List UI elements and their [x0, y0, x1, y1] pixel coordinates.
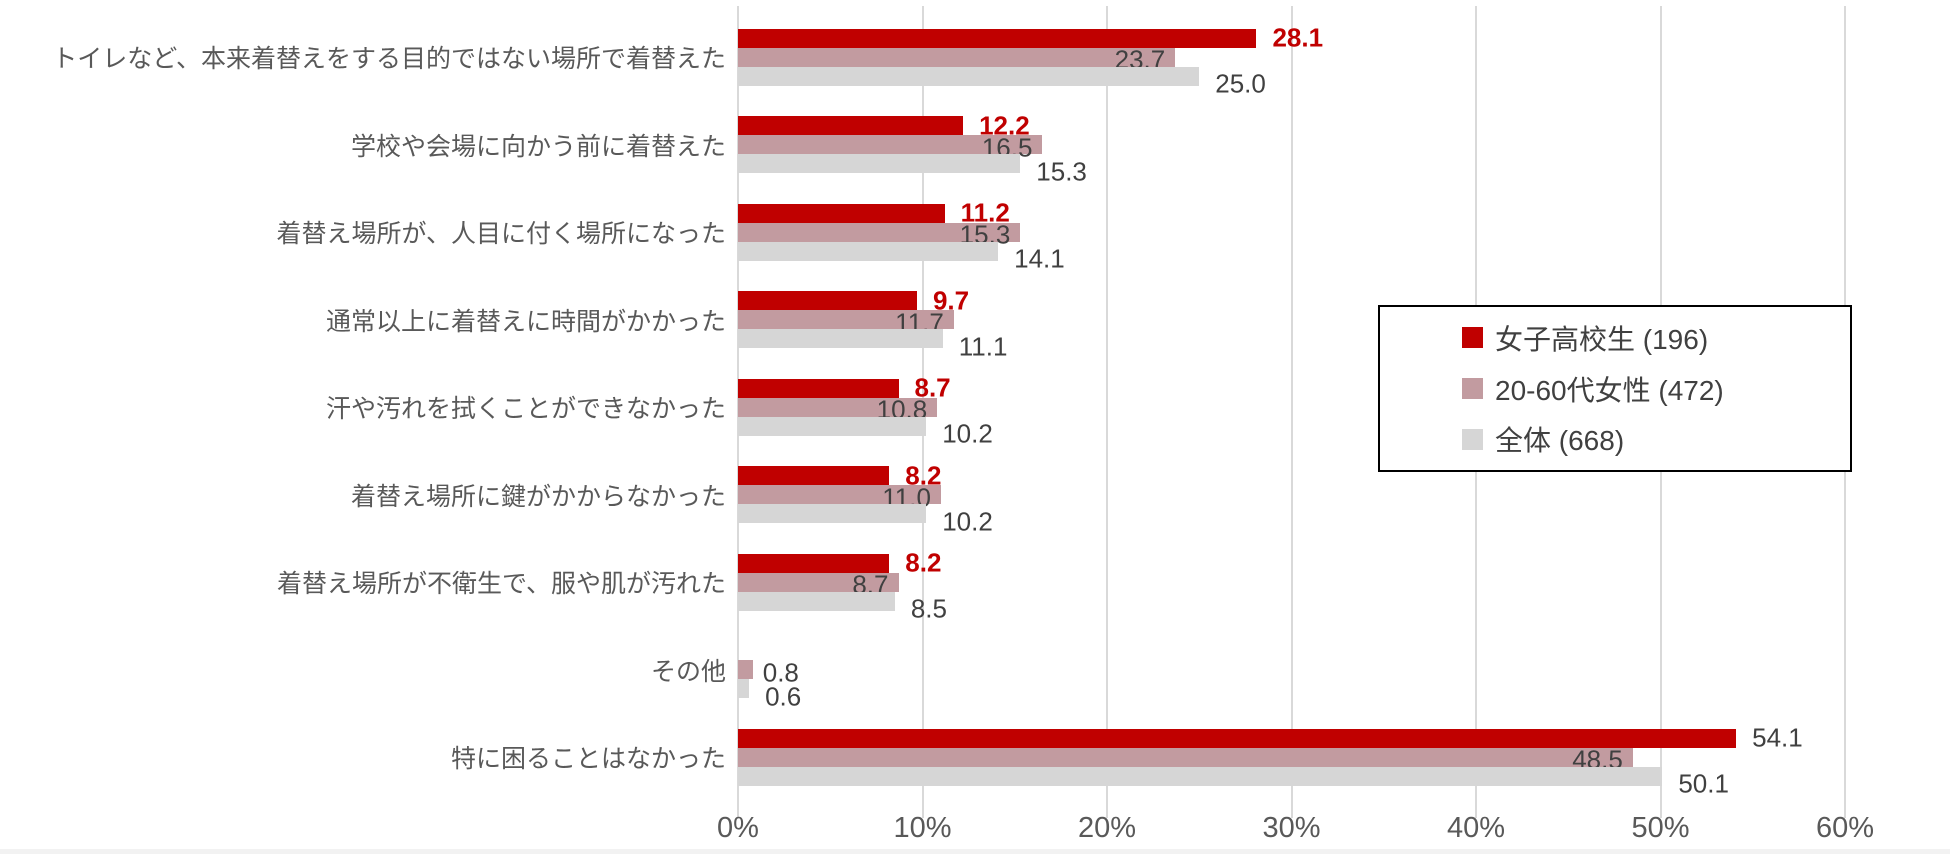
bar-series-1 [738, 572, 899, 592]
value-label: 54.1 [1752, 722, 1803, 753]
legend-label: 女子高校生 (196) [1495, 323, 1709, 355]
value-label: 50.1 [1678, 768, 1729, 799]
bar-series-2 [738, 329, 943, 348]
x-tick-label: 20% [1077, 812, 1137, 844]
bar-series-1 [738, 747, 1633, 767]
legend-swatch-icon [1462, 327, 1483, 349]
bar-series-1 [738, 135, 1043, 154]
gridline [1290, 6, 1293, 818]
bar-series-0 [738, 728, 1737, 748]
legend-label: 20-60代女性 (472) [1495, 374, 1724, 406]
bar-series-0 [738, 553, 890, 573]
legend-item-2: 全体 (668) [1462, 419, 1850, 459]
x-tick-label: 10% [893, 812, 952, 844]
bar-series-1 [738, 485, 941, 504]
bar-series-0 [738, 28, 1257, 48]
legend: 女子高校生 (196) 20-60代女性 (472) 全体 (668) [1378, 305, 1852, 472]
legend-item-1: 20-60代女性 (472) [1462, 369, 1850, 409]
bar-series-0 [738, 203, 945, 223]
bar-series-1 [738, 47, 1176, 67]
legend-item-0: 女子高校生 (196) [1462, 318, 1850, 358]
gridline [1106, 6, 1108, 818]
value-label: 8.2 [905, 547, 942, 578]
category-label: 学校や会場に向かう前に着替えた [350, 132, 726, 161]
category-label: 通常以上に着替えに時間がかかった [325, 307, 726, 336]
value-label: 25.0 [1215, 68, 1266, 99]
category-label: その他 [650, 657, 726, 686]
value-label: 0.6 [765, 681, 802, 711]
bar-series-2 [738, 66, 1200, 86]
x-tick-label: 60% [1815, 812, 1875, 844]
x-tick-label: 40% [1446, 812, 1506, 844]
value-label: 10.2 [942, 418, 993, 449]
x-tick-label: 50% [1631, 812, 1690, 844]
bar-series-2 [738, 766, 1663, 786]
bar-series-1 [738, 310, 954, 329]
value-label: 10.2 [942, 506, 993, 536]
legend-swatch-icon [1462, 428, 1483, 450]
legend-swatch-icon [1462, 378, 1483, 399]
bar-series-1 [738, 660, 753, 679]
bar-series-2 [738, 241, 999, 261]
category-label: トイレなど、本来着替えをする目的ではない場所で着替えた [52, 45, 726, 73]
category-label: 着替え場所が、人目に付く場所になった [276, 220, 726, 248]
category-label: 着替え場所に鍵がかからなかった [350, 482, 726, 511]
category-label: 特に困ることはなかった [450, 745, 726, 773]
value-label: 14.1 [1014, 243, 1065, 274]
value-label: 11.1 [958, 331, 1008, 361]
value-label: 8.5 [910, 593, 947, 624]
bar-series-0 [738, 291, 917, 310]
legend-label: 全体 (668) [1495, 425, 1625, 457]
x-tick-label: 30% [1262, 812, 1321, 844]
x-tick-label: 0% [717, 812, 759, 844]
value-label: 28.1 [1272, 22, 1324, 53]
bar-series-2 [738, 154, 1021, 173]
category-label: 汗や汚れを拭くことができなかった [325, 395, 726, 423]
value-label: 0.8 [762, 657, 799, 687]
bar-series-2 [738, 591, 895, 611]
bar-series-1 [738, 222, 1021, 242]
bar-series-0 [738, 378, 899, 398]
bar-series-0 [738, 466, 890, 485]
bar-series-2 [738, 679, 750, 698]
bar-series-2 [738, 416, 927, 436]
bar-series-2 [738, 504, 927, 523]
bottom-edge-strip [0, 849, 1950, 854]
category-label: 着替え場所が不衛生で、服や肌が汚れた [276, 570, 726, 598]
value-label: 15.3 [1036, 156, 1087, 186]
bar-series-1 [738, 397, 938, 417]
bar-series-0 [738, 116, 964, 135]
